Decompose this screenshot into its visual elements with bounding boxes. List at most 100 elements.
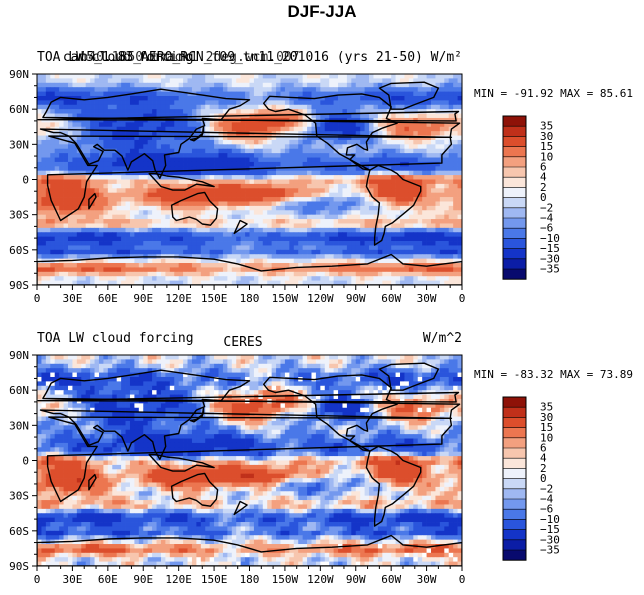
heatmap-cell	[417, 78, 423, 84]
heatmap-cell	[284, 157, 290, 163]
heatmap-cell	[284, 109, 290, 114]
heatmap-cell	[245, 205, 250, 211]
heatmap-cell	[284, 271, 290, 277]
heatmap-cell	[280, 280, 286, 285]
heatmap-cell	[205, 223, 211, 229]
heatmap-cell	[280, 175, 286, 180]
heatmap-cell	[364, 258, 370, 264]
heatmap-cell	[413, 267, 419, 273]
heatmap-cell	[165, 144, 171, 150]
heatmap-cell	[364, 236, 370, 242]
heatmap-cell	[165, 355, 171, 360]
heatmap-cell	[408, 359, 414, 365]
heatmap-cell	[209, 175, 215, 180]
heatmap-cell	[50, 254, 56, 259]
heatmap-cell	[112, 223, 118, 229]
heatmap-cell	[134, 157, 140, 163]
heatmap-cell	[45, 197, 51, 202]
heatmap-cell	[196, 183, 202, 189]
heatmap-cell	[369, 175, 374, 180]
heatmap-cell	[236, 201, 241, 207]
x-tick-label: 90E	[133, 292, 153, 305]
heatmap-cell	[391, 131, 396, 136]
heatmap-cell	[214, 95, 219, 101]
heatmap-cell	[138, 183, 144, 189]
heatmap-cell	[289, 157, 295, 163]
heatmap-cell	[431, 87, 436, 92]
heatmap-cell	[152, 183, 157, 189]
heatmap-cell	[143, 249, 149, 255]
heatmap-cell	[147, 223, 153, 229]
heatmap-cell	[209, 258, 215, 264]
heatmap-cell	[408, 113, 414, 119]
heatmap-cell	[218, 82, 224, 88]
heatmap-cell	[200, 144, 206, 150]
heatmap-cell	[346, 241, 352, 246]
heatmap-cell	[59, 157, 64, 163]
heatmap-cell	[240, 205, 246, 211]
heatmap-cell	[214, 139, 219, 145]
heatmap-cell	[231, 82, 237, 88]
heatmap-cell	[178, 236, 184, 242]
heatmap-cell	[174, 245, 180, 251]
heatmap-cell	[156, 82, 162, 88]
heatmap-cell	[369, 249, 374, 255]
heatmap-cell	[253, 232, 259, 237]
heatmap-cell	[156, 166, 162, 172]
heatmap-cell	[377, 249, 383, 255]
heatmap-cell	[422, 241, 427, 246]
heatmap-cell	[307, 183, 312, 189]
heatmap-cell	[311, 135, 317, 141]
heatmap-cell	[121, 245, 126, 251]
heatmap-cell	[222, 227, 228, 233]
heatmap-cell	[54, 214, 60, 220]
heatmap-cell	[404, 175, 410, 180]
heatmap-cell	[205, 153, 211, 158]
heatmap-cell	[50, 205, 56, 211]
heatmap-cell	[125, 148, 131, 154]
heatmap-cell	[63, 276, 69, 281]
heatmap-cell	[262, 201, 268, 207]
heatmap-cell	[258, 87, 264, 92]
y-tick-label: 90N	[9, 68, 29, 81]
heatmap-cell	[183, 280, 188, 285]
heatmap-cell	[329, 254, 334, 259]
heatmap-cell	[298, 223, 303, 229]
heatmap-cell	[329, 175, 334, 180]
heatmap-cell	[448, 254, 454, 259]
heatmap-cell	[262, 188, 268, 194]
heatmap-cell	[169, 227, 175, 233]
heatmap-cell	[284, 161, 290, 167]
heatmap-cell	[214, 144, 219, 150]
heatmap-cell	[271, 183, 277, 189]
heatmap-cell	[258, 245, 264, 251]
heatmap-cell	[439, 241, 445, 246]
heatmap-cell	[94, 201, 100, 207]
heatmap-cell	[240, 280, 246, 285]
heatmap-cell	[333, 205, 339, 211]
heatmap-cell	[307, 223, 312, 229]
heatmap-cell	[236, 122, 241, 128]
heatmap-cell	[355, 267, 361, 273]
heatmap-cell	[81, 113, 87, 119]
heatmap-cell	[298, 131, 303, 136]
heatmap-cell	[311, 148, 317, 154]
heatmap-cell	[231, 161, 237, 167]
heatmap-cell	[183, 78, 188, 84]
heatmap-cell	[81, 223, 87, 229]
heatmap-cell	[444, 263, 450, 268]
heatmap-cell	[320, 227, 326, 233]
heatmap-cell	[138, 157, 144, 163]
heatmap-cell	[351, 135, 357, 141]
heatmap-cell	[435, 113, 441, 119]
heatmap-cell	[112, 232, 118, 237]
heatmap-cell	[364, 192, 370, 198]
heatmap-cell	[90, 175, 95, 180]
heatmap-cell	[444, 271, 450, 277]
heatmap-cell	[205, 82, 211, 88]
heatmap-cell	[63, 201, 69, 207]
heatmap-cell	[45, 122, 51, 128]
heatmap-cell	[121, 214, 126, 220]
heatmap-cell	[422, 271, 427, 277]
heatmap-cell	[231, 109, 237, 114]
